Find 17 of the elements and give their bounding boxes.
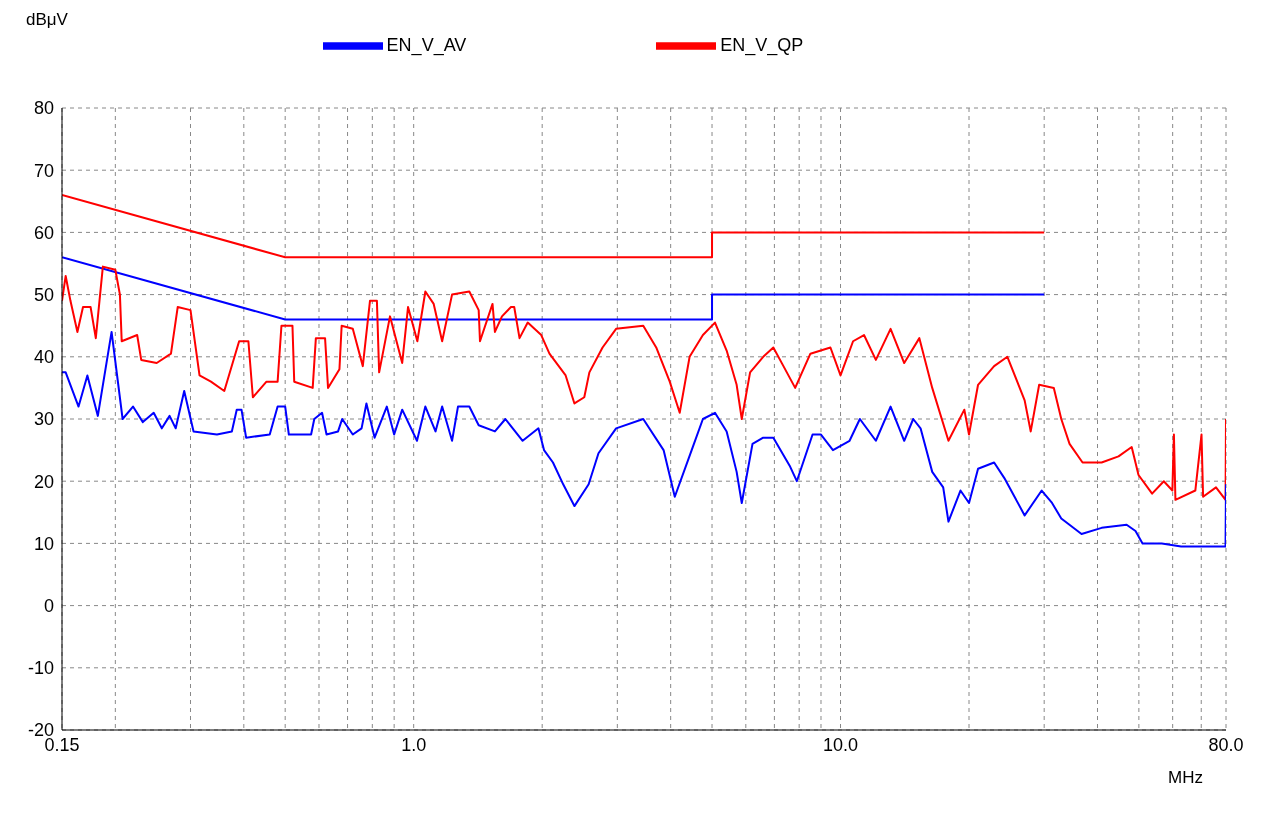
x-tick-label: 80.0 <box>1208 734 1244 755</box>
y-tick-label: 70 <box>33 160 54 181</box>
y-tick-label: 50 <box>33 284 54 305</box>
x-tick-label: 1.0 <box>401 734 427 755</box>
legend-label: EN_V_QP <box>720 34 804 55</box>
x-axis-title: MHz <box>1168 768 1203 788</box>
y-tick-label: 20 <box>33 471 54 492</box>
x-tick-label: 10.0 <box>823 734 859 755</box>
y-tick-label: 40 <box>33 347 54 368</box>
y-tick-label: 60 <box>33 222 54 243</box>
y-axis-title: dBμV <box>26 10 68 30</box>
y-tick-label: 10 <box>33 533 54 554</box>
y-tick-label: 30 <box>33 409 54 430</box>
y-tick-label: -10 <box>27 658 54 679</box>
y-tick-label: 0 <box>43 595 54 616</box>
y-tick-label: 80 <box>33 98 54 119</box>
legend-label: EN_V_AV <box>386 34 467 55</box>
